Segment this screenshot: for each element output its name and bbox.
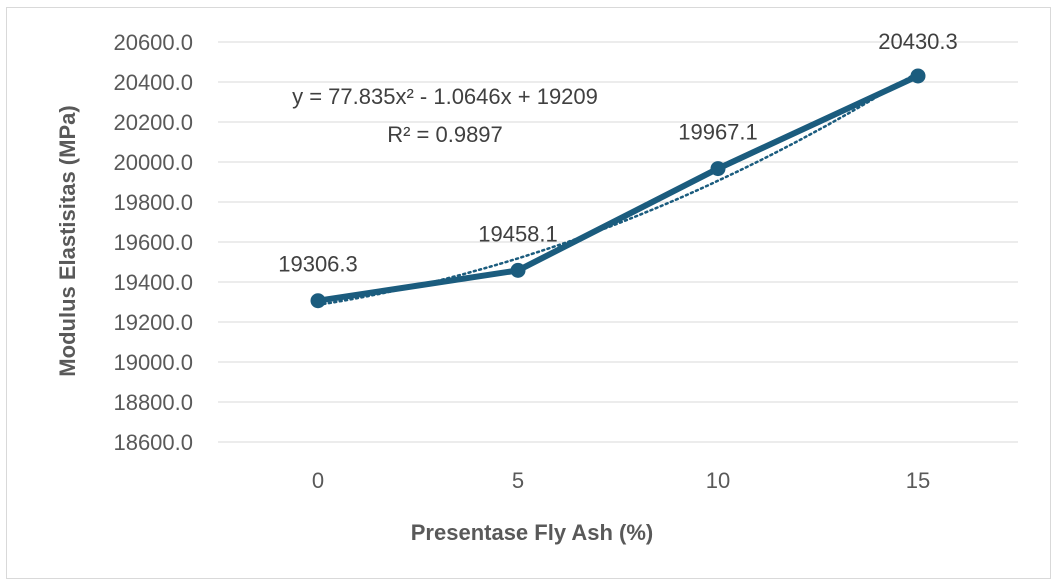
data-label: 19306.3: [278, 252, 358, 277]
y-tick-label: 19600.0: [113, 230, 193, 255]
x-tick-label: 5: [512, 468, 524, 493]
trendline-equation: y = 77.835x² - 1.0646x + 19209: [292, 84, 598, 109]
y-tick-label: 20200.0: [113, 110, 193, 135]
x-tick-labels: 0 5 10 15: [312, 468, 930, 493]
data-label: 19967.1: [678, 120, 758, 145]
x-tick-label: 15: [906, 468, 930, 493]
trendline-equation-text: y = 77.835x² - 1.0646x + 19209: [292, 84, 598, 109]
trendline-r-squared-text: R² = 0.9897: [387, 122, 503, 147]
gridlines: [218, 41, 1018, 443]
data-point: [310, 293, 326, 309]
data-label: 20430.3: [878, 29, 958, 54]
x-tick-label: 10: [706, 468, 730, 493]
y-tick-label: 18600.0: [113, 430, 193, 455]
y-tick-label: 19200.0: [113, 310, 193, 335]
x-axis-title: Presentase Fly Ash (%): [411, 520, 654, 545]
chart-frame: [6, 7, 1051, 579]
data-labels: 19306.3 19458.1 19967.1 20430.3: [278, 29, 958, 277]
series-line: [310, 68, 926, 309]
y-tick-label: 20000.0: [113, 150, 193, 175]
data-point: [910, 68, 926, 84]
y-tick-label: 19800.0: [113, 190, 193, 215]
y-axis-title: Modulus Elastisitas (MPa): [55, 105, 80, 376]
y-tick-label: 19000.0: [113, 350, 193, 375]
y-tick-label: 20600.0: [113, 30, 193, 55]
y-tick-label: 20400.0: [113, 70, 193, 95]
y-tick-label: 19400.0: [113, 270, 193, 295]
data-label: 19458.1: [478, 221, 558, 246]
x-tick-label: 0: [312, 468, 324, 493]
y-tick-label: 18800.0: [113, 390, 193, 415]
y-tick-labels: 20600.0 20400.0 20200.0 20000.0 19800.0 19600…: [113, 30, 193, 455]
data-point: [710, 161, 726, 177]
trendline-r-squared: R² = 0.9897: [387, 122, 503, 147]
data-point: [510, 262, 526, 278]
series-polyline: [315, 72, 921, 304]
